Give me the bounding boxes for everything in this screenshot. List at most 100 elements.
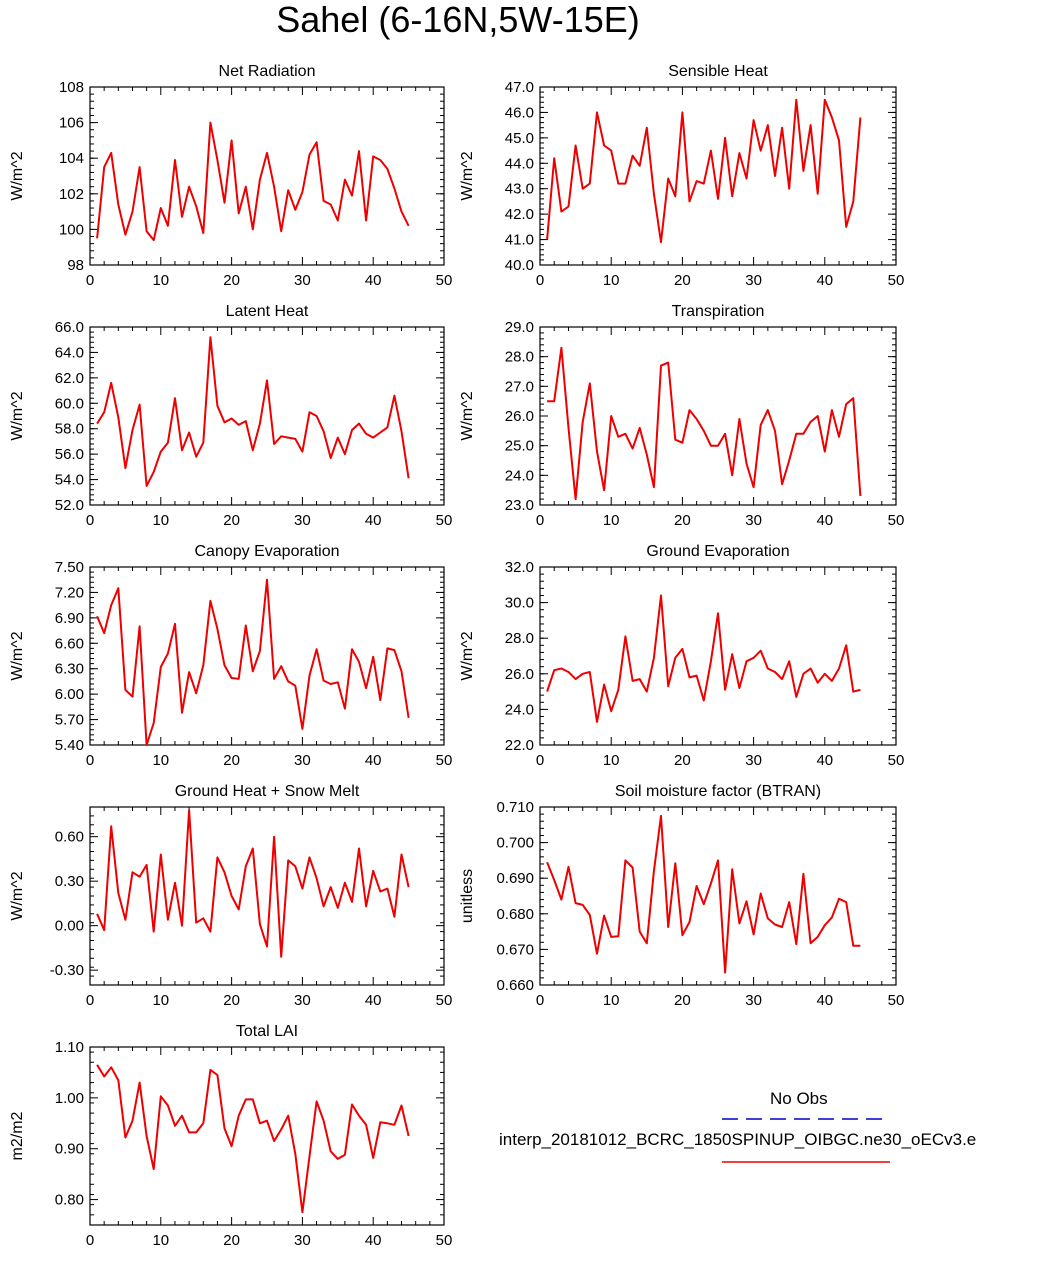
y-tick-label: 0.680 — [496, 906, 534, 923]
x-tick-label: 10 — [152, 752, 169, 769]
x-tick-label: 20 — [223, 272, 240, 289]
y-tick-label: 0.90 — [55, 1141, 84, 1158]
x-tick-label: 20 — [674, 512, 691, 529]
y-tick-label: 28.0 — [505, 349, 534, 366]
series-line — [547, 346, 862, 501]
y-axis-label: W/m^2 — [459, 391, 476, 440]
x-tick-label: 50 — [436, 272, 453, 289]
y-tick-label: 0.660 — [496, 977, 534, 994]
x-tick-label: 30 — [745, 272, 762, 289]
y-tick-label: 7.50 — [55, 559, 84, 576]
x-tick-label: 20 — [674, 752, 691, 769]
x-tick-label: 10 — [603, 752, 620, 769]
y-tick-label: 6.60 — [55, 635, 84, 652]
y-tick-label: 41.0 — [505, 232, 534, 249]
legend-obs-label: No Obs — [770, 1089, 828, 1108]
x-tick-label: 10 — [603, 272, 620, 289]
y-tick-label: 29.0 — [505, 319, 534, 336]
x-tick-label: 0 — [536, 752, 544, 769]
panel-2: 0 10 20 30 40 50 40.0 41.0 42.0 43.0 44.0 45.0 46.0 4… — [459, 63, 904, 289]
y-tick-label: 28.0 — [505, 630, 534, 647]
x-tick-label: 50 — [888, 512, 905, 529]
series-line — [96, 578, 410, 746]
figure-title: Sahel (6-16N,5W-15E) — [276, 0, 640, 40]
y-tick-label: 23.0 — [505, 497, 534, 514]
x-tick-label: 40 — [816, 512, 833, 529]
y-tick-label: 0.690 — [496, 870, 534, 887]
y-tick-label: 46.0 — [505, 104, 534, 121]
y-tick-label: 66.0 — [55, 319, 84, 336]
x-tick-label: 50 — [436, 512, 453, 529]
series-line — [96, 809, 410, 958]
y-tick-label: 44.0 — [505, 155, 534, 172]
panel-4: 0 10 20 30 40 50 23.0 24.0 25.0 26.0 27.0 28.0 29.0 T… — [459, 303, 904, 529]
y-tick-label: 5.40 — [55, 737, 84, 754]
plot-frame — [89, 1046, 445, 1226]
x-tick-label: 20 — [674, 992, 691, 1009]
x-tick-label: 10 — [152, 512, 169, 529]
panel-title: Canopy Evaporation — [195, 543, 340, 560]
x-tick-label: 20 — [223, 752, 240, 769]
y-tick-label: 30.0 — [505, 595, 534, 612]
y-tick-label: 106 — [59, 115, 84, 132]
x-tick-label: 30 — [294, 992, 311, 1009]
y-tick-label: 24.0 — [505, 467, 534, 484]
x-tick-label: 50 — [436, 992, 453, 1009]
x-tick-label: 0 — [536, 272, 544, 289]
y-tick-label: 26.0 — [505, 408, 534, 425]
x-tick-label: 50 — [436, 752, 453, 769]
x-tick-label: 50 — [436, 1232, 453, 1249]
y-tick-label: 7.20 — [55, 584, 84, 601]
plot-frame — [89, 566, 445, 746]
panel-8: 0 10 20 30 40 50 0.660 0.670 0.680 0.690 0.700 0.71… — [459, 783, 904, 1009]
panel-title: Net Radiation — [219, 63, 316, 80]
plot-frame — [89, 806, 445, 986]
x-tick-label: 20 — [223, 992, 240, 1009]
x-tick-label: 50 — [888, 272, 905, 289]
x-tick-label: 30 — [745, 752, 762, 769]
y-tick-label: 0.670 — [496, 941, 534, 958]
x-tick-label: 30 — [294, 272, 311, 289]
y-tick-label: 100 — [59, 221, 84, 238]
panel-title: Sensible Heat — [668, 63, 768, 80]
y-tick-label: 98 — [67, 257, 84, 274]
y-tick-label: 1.10 — [55, 1039, 84, 1056]
y-tick-label: 62.0 — [55, 370, 84, 387]
y-axis-label: W/m^2 — [459, 151, 476, 200]
y-tick-label: 0.30 — [55, 873, 84, 890]
plot-frame — [539, 86, 897, 266]
panel-title: Transpiration — [672, 303, 765, 320]
panel-3: 0 10 20 30 40 50 52.0 54.0 56.0 58.0 60.0 62.0 64.0 6… — [9, 303, 452, 529]
y-tick-label: 1.00 — [55, 1090, 84, 1107]
panel-title: Soil moisture factor (BTRAN) — [615, 783, 821, 800]
series-line — [546, 814, 861, 974]
y-tick-label: 6.00 — [55, 686, 84, 703]
series-line — [96, 1064, 410, 1214]
series-line — [546, 98, 862, 244]
x-tick-label: 50 — [888, 752, 905, 769]
x-tick-label: 30 — [294, 512, 311, 529]
series-line — [96, 121, 410, 242]
plot-frame — [89, 86, 445, 266]
legend-model-label: interp_20181012_BCRC_1850SPINUP_OIBGC.ne… — [499, 1130, 977, 1149]
x-tick-label: 10 — [152, 1232, 169, 1249]
panel-7: 0 10 20 30 40 50 -0.30 0.00 0.30 0.60 Ground Heat … — [9, 783, 452, 1009]
panel-title: Ground Heat + Snow Melt — [175, 783, 360, 800]
y-axis-label: W/m^2 — [9, 871, 26, 920]
y-axis-label: W/m^2 — [9, 631, 26, 680]
x-tick-label: 20 — [223, 512, 240, 529]
series-line — [546, 594, 861, 723]
y-tick-label: 45.0 — [505, 130, 534, 147]
x-tick-label: 30 — [745, 992, 762, 1009]
y-tick-label: 60.0 — [55, 395, 84, 412]
y-tick-label: 0.00 — [55, 918, 84, 935]
x-tick-label: 0 — [86, 272, 94, 289]
x-tick-label: 40 — [365, 272, 382, 289]
x-tick-label: 40 — [365, 1232, 382, 1249]
y-tick-label: 0.60 — [55, 829, 84, 846]
y-axis-label: W/m^2 — [459, 631, 476, 680]
y-tick-label: 42.0 — [505, 206, 534, 223]
panel-6: 0 10 20 30 40 50 22.0 24.0 26.0 28.0 30.0 32.0 Groun… — [459, 543, 904, 769]
x-tick-label: 0 — [536, 992, 544, 1009]
